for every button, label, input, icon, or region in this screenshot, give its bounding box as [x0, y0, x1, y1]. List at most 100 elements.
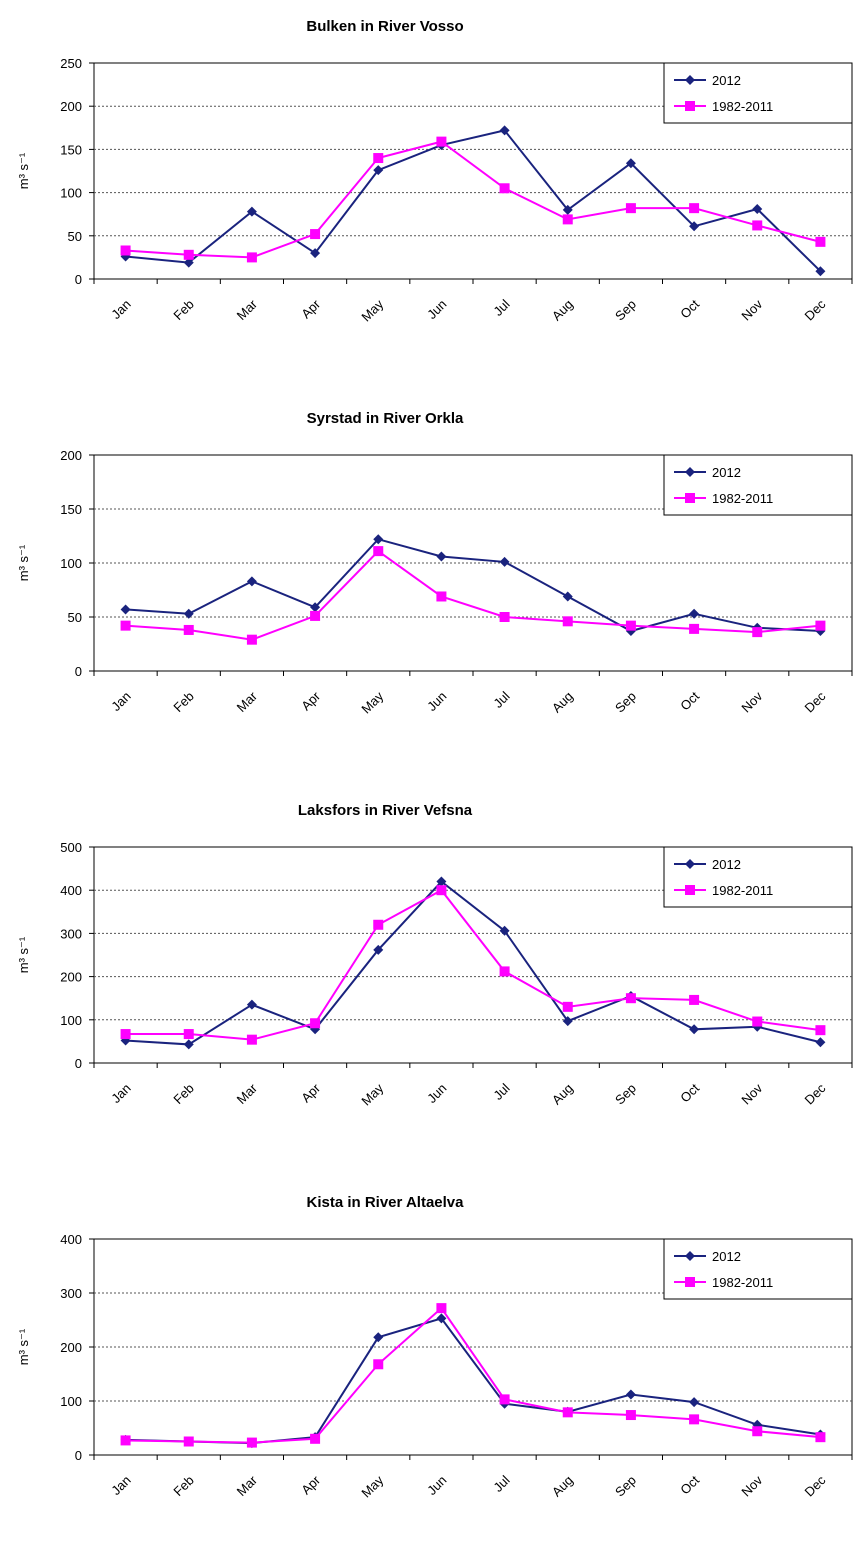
y-tick-label: 100: [60, 1394, 82, 1409]
y-tick-label: 0: [75, 664, 82, 679]
data-point-1982-2011: [183, 1436, 194, 1447]
data-point-2012: [625, 1389, 636, 1400]
data-point-2012: [373, 1332, 384, 1343]
x-tick-label: Jun: [424, 689, 449, 714]
x-tick-label: Jul: [490, 1472, 512, 1494]
x-tick-label: May: [358, 1472, 386, 1500]
series-line-2012: [125, 538, 821, 633]
y-tick-label: 400: [60, 883, 82, 898]
chart-title: Syrstad in River Orkla: [306, 410, 464, 427]
data-point-2012: [562, 591, 573, 602]
data-point-1982-2011: [499, 183, 510, 194]
x-tick-label: Jan: [108, 689, 133, 714]
series-line-1982-2011: [125, 1306, 821, 1444]
data-point-1982-2011: [752, 220, 763, 231]
x-tick-label: Dec: [802, 688, 829, 715]
data-point-1982-2011: [310, 1018, 321, 1029]
x-tick-label: Feb: [170, 689, 196, 715]
data-point-1982-2011: [436, 1303, 447, 1314]
data-point-2012: [625, 158, 636, 169]
legend-marker-1982-2011: [685, 1277, 695, 1287]
x-tick-label: Dec: [802, 1080, 829, 1107]
x-tick-label: Sep: [612, 1473, 639, 1500]
chart-syrstad-orkla: Syrstad in River Orkla 0 50 100 150 200 Jan Fe…: [0, 392, 862, 784]
data-point-2012: [183, 608, 194, 619]
data-point-1982-2011: [183, 624, 194, 635]
series-line-1982-2011: [125, 140, 821, 259]
data-point-2012: [689, 1024, 700, 1035]
y-axis-label: m³ s⁻¹: [16, 1328, 31, 1365]
x-tick-label: Mar: [234, 296, 261, 323]
data-point-1982-2011: [246, 1437, 257, 1448]
y-tick-label: 250: [60, 56, 82, 71]
data-point-2012: [310, 248, 321, 259]
data-point-1982-2011: [562, 1001, 573, 1012]
x-tick-label: Mar: [234, 1080, 261, 1107]
y-tick-label: 50: [68, 229, 82, 244]
data-point-2012: [246, 576, 257, 587]
y-tick-label: 300: [60, 926, 82, 941]
data-point-1982-2011: [310, 1433, 321, 1444]
y-tick-label: 0: [75, 1448, 82, 1463]
x-tick-label: Sep: [612, 297, 639, 324]
data-point-2012: [499, 556, 510, 567]
y-tick-label: 100: [60, 186, 82, 201]
legend-marker-1982-2011: [685, 885, 695, 895]
legend-label: 1982-2011: [712, 491, 773, 506]
data-point-1982-2011: [373, 919, 384, 930]
data-point-2012: [183, 257, 194, 268]
x-tick-label: Apr: [298, 688, 323, 713]
chart-svg: 0 50 100 150 200 Jan Feb Mar Apr May Jun Jul Aug Sep O…: [16, 448, 853, 716]
y-tick-label: 150: [60, 142, 82, 157]
legend-label: 1982-2011: [712, 1275, 773, 1290]
x-tick-label: Apr: [298, 296, 323, 321]
data-point-1982-2011: [562, 214, 573, 225]
x-tick-label: Feb: [170, 1081, 196, 1107]
x-tick-label: Jun: [424, 1473, 449, 1498]
data-point-1982-2011: [310, 610, 321, 621]
data-point-1982-2011: [752, 1016, 763, 1027]
data-point-2012: [120, 604, 131, 615]
data-point-2012: [752, 1419, 763, 1430]
data-point-2012: [373, 534, 384, 545]
x-tick-label: Mar: [234, 688, 261, 715]
data-point-1982-2011: [499, 1394, 510, 1405]
x-tick-label: Mar: [234, 1472, 261, 1499]
x-tick-label: Dec: [802, 1472, 829, 1499]
data-point-2012: [499, 125, 510, 136]
x-tick-label: Feb: [170, 297, 196, 323]
x-tick-label: Jan: [108, 1473, 133, 1498]
data-point-1982-2011: [183, 249, 194, 260]
data-point-2012: [183, 1039, 194, 1050]
data-point-1982-2011: [436, 885, 447, 896]
x-tick-label: Jan: [108, 1081, 133, 1106]
y-tick-label: 100: [60, 556, 82, 571]
data-point-1982-2011: [815, 620, 826, 631]
data-point-1982-2011: [625, 620, 636, 631]
chart-bulken-vosso: Bulken in River Vosso 0 50 100 150 200 250 Jan…: [0, 0, 862, 392]
data-point-1982-2011: [752, 627, 763, 638]
legend-marker-2012: [685, 467, 695, 477]
legend-marker-1982-2011: [685, 493, 695, 503]
data-point-2012: [689, 221, 700, 232]
legend-label: 2012: [712, 1249, 741, 1264]
x-tick-label: Oct: [677, 688, 702, 713]
x-tick-label: Apr: [298, 1472, 323, 1497]
data-point-1982-2011: [815, 1025, 826, 1036]
x-tick-label: Jan: [108, 297, 133, 322]
x-tick-label: Nov: [738, 1472, 765, 1499]
chart-laksfors-vefsna: Laksfors in River Vefsna 0 100 200 300 400 50…: [0, 784, 862, 1176]
legend-marker-1982-2011: [685, 101, 695, 111]
x-tick-label: Aug: [549, 1473, 576, 1500]
data-point-2012: [562, 1016, 573, 1027]
data-point-2012: [499, 925, 510, 936]
chart-kista-altaelva: Kista in River Altaelva 0 100 200 300 400 Jan…: [0, 1176, 862, 1568]
data-point-2012: [815, 1037, 826, 1048]
y-tick-label: 300: [60, 1286, 82, 1301]
legend-marker-2012: [685, 1251, 695, 1261]
chart-title: Laksfors in River Vefsna: [297, 802, 473, 819]
x-tick-label: May: [358, 296, 386, 324]
data-point-1982-2011: [246, 634, 257, 645]
data-point-2012: [689, 608, 700, 619]
data-point-1982-2011: [183, 1029, 194, 1040]
